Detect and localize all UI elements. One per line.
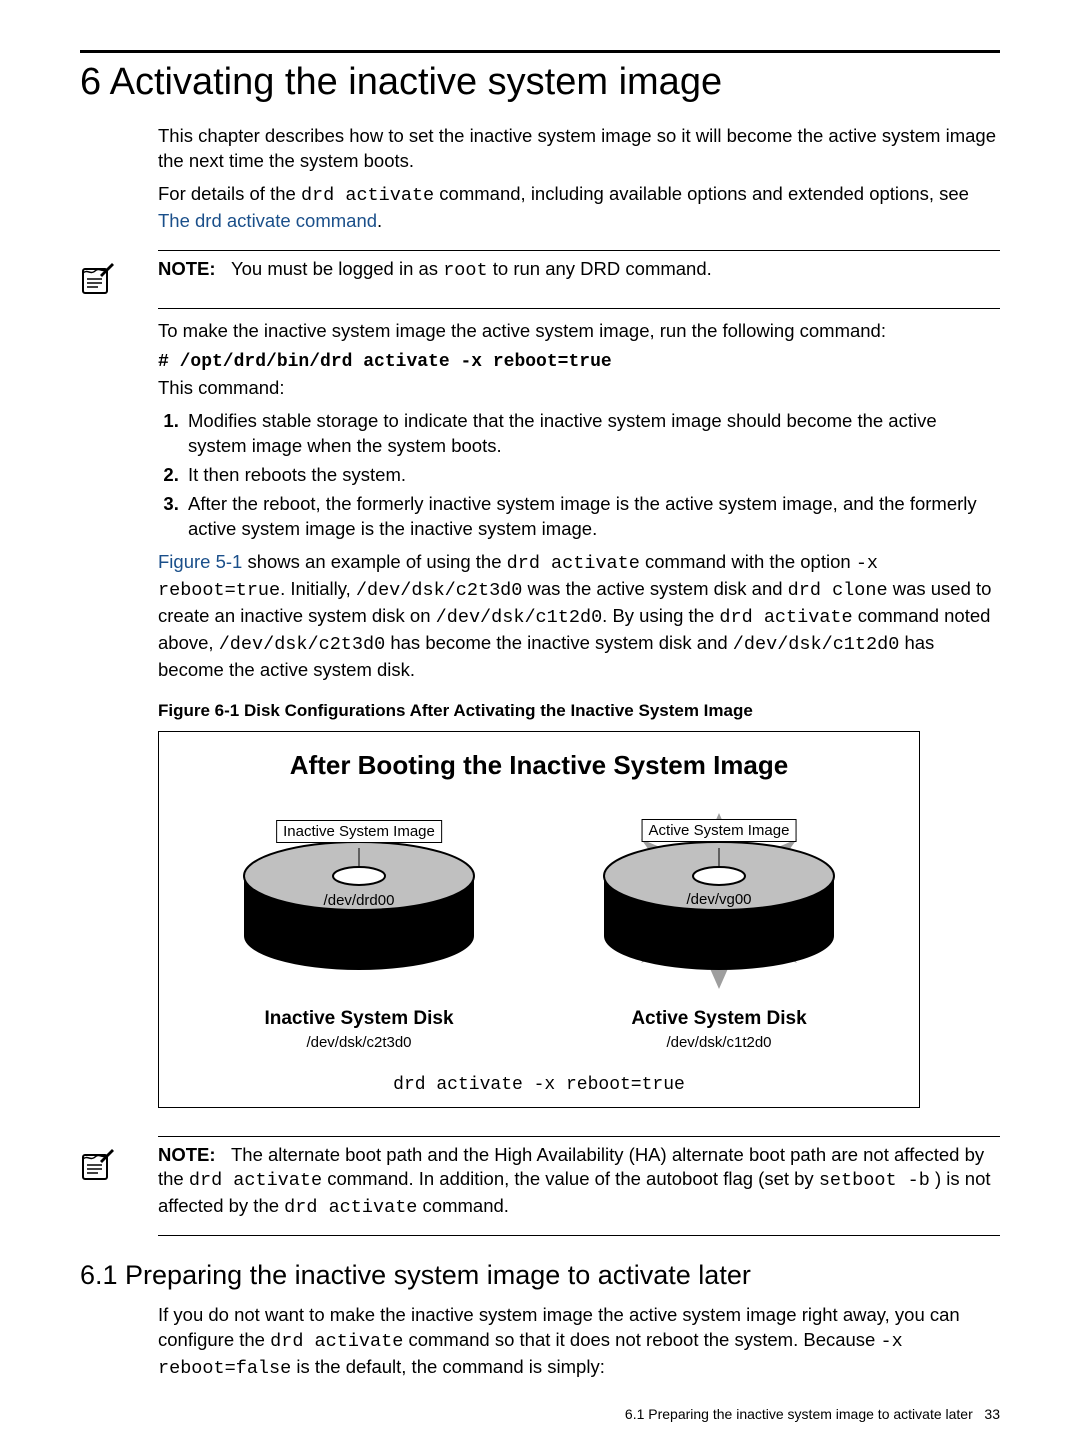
intro-paragraph-2: For details of the drd activate command,…: [158, 182, 1000, 234]
label-title: Active System Disk: [546, 1008, 892, 1030]
step-item: It then reboots the system.: [184, 463, 1000, 488]
text: command, including available options and…: [434, 183, 969, 204]
text: is the default, the command is simply:: [291, 1356, 605, 1377]
code: root: [443, 260, 487, 281]
code: drd activate: [719, 607, 852, 628]
text: . Initially,: [280, 578, 356, 599]
text: has become the inactive system disk and: [385, 632, 733, 653]
active-callout: Active System Image: [642, 819, 797, 842]
text: .: [377, 210, 382, 231]
step-item: After the reboot, the formerly inactive …: [184, 492, 1000, 542]
top-rule: [80, 50, 1000, 53]
command-activate: # /opt/drd/bin/drd activate -x reboot=tr…: [158, 352, 1000, 372]
figure-title: After Booting the Inactive System Image: [179, 750, 899, 781]
code: setboot -b: [819, 1170, 930, 1191]
note-1-text: NOTE: You must be logged in as root to r…: [158, 257, 1000, 284]
inactive-callout: Inactive System Image: [276, 820, 442, 843]
text: For details of the: [158, 183, 301, 204]
note-block-2: NOTE: The alternate boot path and the Hi…: [80, 1136, 1000, 1237]
code: drd activate: [507, 553, 640, 574]
active-sub: /dev/vg00: [686, 891, 751, 908]
footer-page-number: 33: [984, 1406, 1000, 1422]
step-item: Modifies stable storage to indicate that…: [184, 409, 1000, 459]
code: drd activate: [270, 1331, 403, 1352]
text: command with the option: [640, 551, 856, 572]
activate-command-link[interactable]: The drd activate command: [158, 210, 377, 231]
text: command.: [417, 1195, 509, 1216]
figure-6-1: After Booting the Inactive System Image …: [158, 731, 920, 1108]
active-disk-label: Active System Disk /dev/dsk/c1t2d0: [546, 1008, 892, 1051]
note-label: NOTE:: [158, 258, 216, 279]
label-path: /dev/dsk/c2t3d0: [186, 1034, 532, 1051]
section-6-1-title: 6.1 Preparing the inactive system image …: [80, 1260, 1000, 1291]
inactive-disk-graphic: Inactive System Image /dev/drd00: [186, 806, 532, 991]
inactive-sub: /dev/drd00: [324, 892, 395, 909]
this-command-label: This command:: [158, 376, 1000, 401]
figure-caption: Figure 6-1 Disk Configurations After Act…: [158, 701, 1000, 721]
figure-command: drd activate -x reboot=true: [179, 1075, 899, 1095]
note-icon: [80, 263, 116, 297]
note-rule-bottom: [158, 1235, 1000, 1236]
label-title: Inactive System Disk: [186, 1008, 532, 1030]
note-block-1: NOTE: You must be logged in as root to r…: [80, 250, 1000, 309]
footer-text: 6.1 Preparing the inactive system image …: [625, 1406, 973, 1422]
code: drd activate: [284, 1197, 417, 1218]
text: You must be logged in as: [231, 258, 443, 279]
code: /dev/dsk/c2t3d0: [219, 634, 386, 655]
inactive-disk-label: Inactive System Disk /dev/dsk/c2t3d0: [186, 1008, 532, 1051]
note-rule-bottom: [158, 308, 1000, 309]
chapter-title: 6 Activating the inactive system image: [80, 61, 1000, 104]
text: was the active system disk and: [522, 578, 787, 599]
code: drd activate: [189, 1170, 322, 1191]
code: /dev/dsk/c1t2d0: [436, 607, 603, 628]
intro-paragraph-1: This chapter describes how to set the in…: [158, 124, 1000, 174]
text: command so that it does not reboot the s…: [403, 1329, 880, 1350]
figure-ref-paragraph: Figure 5-1 shows an example of using the…: [158, 550, 1000, 683]
code: drd activate: [301, 185, 434, 206]
note-icon: [80, 1149, 116, 1183]
page-footer: 6.1 Preparing the inactive system image …: [80, 1406, 1000, 1422]
code: drd clone: [788, 580, 888, 601]
note-label: NOTE:: [158, 1144, 216, 1165]
text: shows an example of using the: [242, 551, 506, 572]
active-disk-graphic: Active System Image /dev/vg00: [546, 801, 892, 996]
code: /dev/dsk/c1t2d0: [733, 634, 900, 655]
note-2-text: NOTE: The alternate boot path and the Hi…: [158, 1143, 1000, 1222]
text: command. In addition, the value of the a…: [322, 1168, 819, 1189]
label-path: /dev/dsk/c1t2d0: [546, 1034, 892, 1051]
figure-5-1-link[interactable]: Figure 5-1: [158, 551, 242, 572]
text: . By using the: [602, 605, 719, 626]
code: /dev/dsk/c2t3d0: [356, 580, 523, 601]
text: to run any DRD command.: [488, 258, 712, 279]
steps-list: Modifies stable storage to indicate that…: [158, 409, 1000, 542]
section-6-1-paragraph: If you do not want to make the inactive …: [158, 1303, 1000, 1382]
make-active-text: To make the inactive system image the ac…: [158, 319, 1000, 344]
